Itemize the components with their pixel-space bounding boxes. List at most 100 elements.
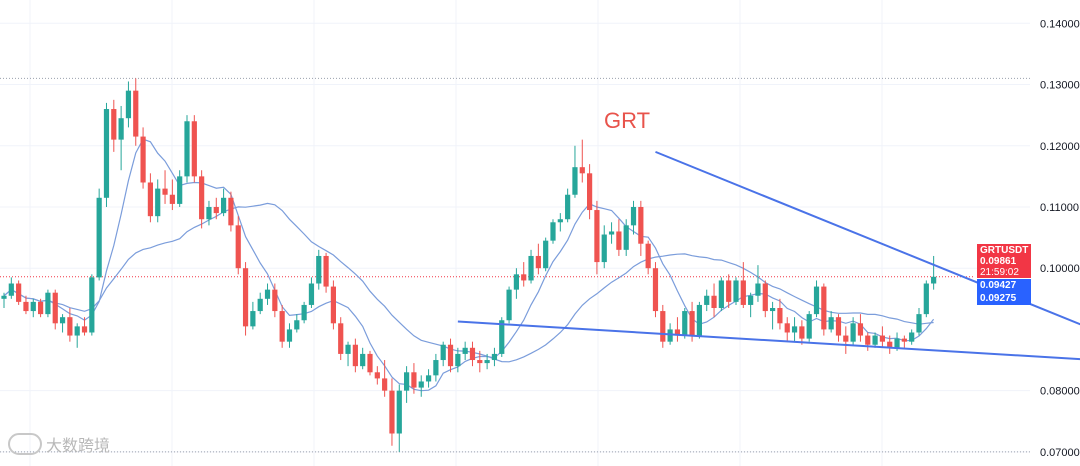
candle (784, 317, 790, 342)
candle-body (30, 301, 36, 312)
y-tick-label: 0.14000 (1040, 18, 1080, 30)
candle (601, 225, 607, 269)
candle (543, 237, 549, 272)
candle-body (784, 323, 790, 333)
candle-body (140, 136, 146, 183)
candle-body (133, 90, 139, 137)
candle (418, 375, 424, 397)
candle-body (433, 360, 439, 376)
candle (777, 298, 783, 330)
candle (323, 252, 329, 293)
candle-body (850, 323, 856, 342)
last-price: 0.09861 (980, 256, 1017, 267)
candle (857, 314, 864, 342)
candle-body (652, 268, 659, 312)
candle-body (506, 289, 512, 321)
candle-body (382, 378, 388, 391)
candle-body (418, 381, 424, 388)
candle (81, 317, 88, 336)
candle-body (704, 295, 710, 305)
candle-body (462, 347, 468, 354)
candle (696, 301, 702, 339)
candles (1, 78, 937, 452)
candle (279, 304, 285, 348)
candle (565, 188, 571, 223)
candle-body (755, 283, 761, 296)
y-tick-label: 0.12000 (1040, 141, 1080, 153)
watermark-logo: 大数跨境 (8, 432, 110, 456)
candle-body (374, 372, 380, 379)
moving-averages (3, 138, 935, 392)
candle (294, 314, 300, 333)
candle-body (491, 353, 498, 361)
candle-body (345, 344, 351, 354)
candle-body (352, 344, 358, 367)
candle-body (316, 255, 322, 284)
candle (52, 289, 58, 330)
candle (901, 335, 907, 348)
candle (557, 213, 563, 232)
candle-body (674, 329, 681, 336)
candle-body (257, 298, 263, 312)
candle (374, 366, 380, 385)
candle-body (191, 121, 197, 177)
candle-body (601, 234, 607, 263)
candle (704, 289, 710, 312)
candle-body (770, 308, 776, 312)
candle (630, 200, 637, 235)
candle-body (821, 286, 827, 330)
candle (352, 338, 358, 373)
candle (535, 243, 541, 275)
candle-body (477, 360, 483, 364)
candle (45, 289, 51, 318)
countdown-label: 21:59:02 (980, 267, 1019, 278)
candle-body (879, 335, 885, 342)
candle (404, 366, 410, 403)
candle (89, 274, 95, 336)
candle (711, 283, 717, 318)
candle (887, 335, 893, 354)
candle-body (125, 90, 132, 119)
candle-body (748, 295, 754, 305)
candle (850, 317, 856, 345)
candle (396, 384, 402, 452)
candle-body (162, 188, 168, 195)
candle-body (338, 323, 344, 354)
candle (213, 197, 219, 220)
chart-title: GRT (604, 108, 651, 133)
candle-body (367, 353, 373, 373)
candle (462, 341, 468, 361)
candle-body (894, 338, 900, 348)
candle (360, 347, 366, 370)
candle (608, 222, 615, 244)
candle-body (67, 317, 73, 336)
candle-body (74, 326, 80, 336)
candle-body (425, 375, 432, 382)
candle-body (682, 311, 688, 336)
candle-body (199, 176, 205, 220)
candle-body (323, 255, 329, 287)
candle (652, 262, 659, 318)
candle (367, 350, 373, 376)
candle-body (484, 360, 490, 364)
candle-body (887, 341, 893, 348)
candle (16, 280, 22, 305)
candle (447, 338, 454, 373)
ma-slow-tag: 0.09275 (977, 292, 1031, 305)
candle (316, 249, 322, 290)
candle (228, 191, 234, 232)
candle-body (813, 286, 820, 315)
candle-body (638, 206, 644, 244)
candle (879, 326, 885, 348)
candle (865, 332, 871, 351)
candle (740, 262, 746, 308)
candle-body (235, 225, 241, 269)
candle-body (777, 308, 783, 324)
candle-body (543, 240, 549, 269)
candle (184, 115, 190, 183)
candle-body (499, 320, 505, 354)
candle-body (660, 311, 666, 342)
candle (806, 311, 812, 342)
